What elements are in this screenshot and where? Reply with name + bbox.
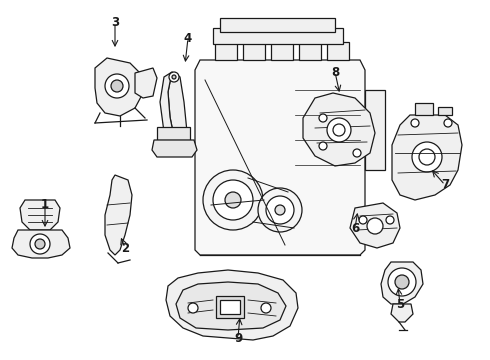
Bar — [365, 90, 385, 170]
Bar — [213, 28, 343, 44]
Polygon shape — [303, 93, 375, 166]
Text: 9: 9 — [234, 332, 242, 345]
Polygon shape — [105, 175, 132, 255]
Bar — [415, 103, 433, 115]
Text: 3: 3 — [111, 15, 119, 28]
Bar — [243, 42, 265, 60]
Circle shape — [367, 218, 383, 234]
Polygon shape — [392, 115, 462, 200]
Polygon shape — [12, 230, 70, 258]
Circle shape — [203, 170, 263, 230]
Text: 1: 1 — [41, 198, 49, 211]
Circle shape — [353, 149, 361, 157]
Circle shape — [359, 216, 367, 224]
Polygon shape — [381, 262, 423, 304]
Bar — [220, 18, 335, 32]
Text: 4: 4 — [184, 31, 192, 45]
Circle shape — [261, 303, 271, 313]
Circle shape — [327, 118, 351, 142]
Polygon shape — [350, 203, 400, 248]
Circle shape — [412, 142, 442, 172]
Circle shape — [225, 192, 241, 208]
Bar — [271, 42, 293, 60]
Text: 5: 5 — [396, 298, 404, 311]
Circle shape — [169, 72, 179, 82]
Polygon shape — [195, 60, 365, 255]
Circle shape — [388, 268, 416, 296]
Polygon shape — [391, 304, 413, 322]
Polygon shape — [168, 72, 187, 142]
Polygon shape — [20, 200, 60, 230]
Circle shape — [258, 188, 302, 232]
Circle shape — [275, 205, 285, 215]
Polygon shape — [176, 282, 286, 330]
Circle shape — [188, 303, 198, 313]
Bar — [327, 42, 349, 60]
Circle shape — [444, 119, 452, 127]
Circle shape — [411, 119, 419, 127]
Polygon shape — [166, 270, 298, 340]
Bar — [216, 296, 244, 318]
Circle shape — [395, 275, 409, 289]
Circle shape — [105, 74, 129, 98]
Text: 7: 7 — [441, 179, 449, 192]
Circle shape — [172, 75, 176, 79]
Bar — [220, 300, 240, 314]
Circle shape — [419, 149, 435, 165]
Circle shape — [35, 239, 45, 249]
Circle shape — [319, 142, 327, 150]
Bar — [438, 107, 452, 115]
Text: 8: 8 — [331, 66, 339, 78]
Circle shape — [111, 80, 123, 92]
Polygon shape — [135, 68, 157, 98]
Bar — [215, 42, 237, 60]
Circle shape — [30, 234, 50, 254]
Polygon shape — [95, 58, 143, 116]
Circle shape — [213, 180, 253, 220]
Text: 6: 6 — [351, 221, 359, 234]
Text: 2: 2 — [121, 242, 129, 255]
Polygon shape — [160, 72, 174, 137]
Circle shape — [333, 124, 345, 136]
Circle shape — [266, 196, 294, 224]
Circle shape — [319, 114, 327, 122]
Circle shape — [386, 216, 394, 224]
Polygon shape — [157, 127, 190, 140]
Polygon shape — [152, 140, 197, 157]
Bar — [299, 42, 321, 60]
